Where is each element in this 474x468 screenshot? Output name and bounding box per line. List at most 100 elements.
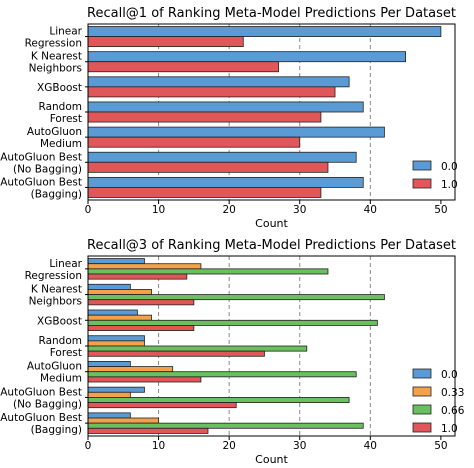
category-label: Random: [39, 335, 82, 347]
x-tick-label: 50: [434, 204, 447, 216]
legend-label: 0.33: [441, 387, 464, 399]
category-label: XGBoost: [37, 315, 82, 327]
legend-swatch: [412, 404, 432, 415]
legend-label: 0.0: [441, 369, 458, 381]
x-axis-label: Count: [255, 217, 288, 230]
bar-1_0-2: [87, 325, 195, 331]
legend-swatch: [412, 422, 432, 433]
x-axis-label: Count: [255, 453, 288, 466]
x-tick-label: 40: [364, 440, 377, 452]
category-label: AutoGluon Best: [0, 386, 82, 398]
category-label: (No Bagging): [13, 163, 82, 175]
bar-1_0-2: [87, 86, 336, 98]
x-tick-label: 30: [293, 204, 306, 216]
category-label: Medium: [40, 138, 82, 150]
legend-swatch: [412, 368, 432, 379]
bar-1_0-4: [87, 376, 202, 383]
category-label: K Nearest: [31, 284, 82, 296]
bar-0_66-5: [87, 397, 350, 403]
legend-swatch: [412, 178, 432, 189]
bar-0_0-2: [87, 76, 350, 88]
bar-0_0-5: [87, 151, 357, 163]
category-label: AutoGluon Best: [0, 176, 82, 188]
category-label: (Bagging): [31, 424, 82, 436]
axes-frame: [87, 23, 456, 201]
x-tick-label: 10: [152, 204, 165, 216]
category-label: Regression: [25, 270, 82, 282]
x-tick-label: 0: [85, 440, 92, 452]
bar-0_66-4: [87, 371, 357, 378]
bar-0_33-0: [87, 263, 202, 270]
legend-label: 0.66: [441, 405, 465, 417]
legend-label: 0.0: [441, 161, 458, 173]
bar-0_33-6: [87, 417, 159, 424]
bar-0_0-0: [87, 26, 442, 37]
category-label: Linear: [49, 26, 82, 38]
category-label: AutoGluon Best: [0, 151, 82, 163]
category-label: Regression: [25, 38, 82, 50]
category-label: AutoGluon: [27, 126, 82, 138]
category-label: Neighbors: [29, 63, 82, 75]
x-tick-label: 20: [222, 440, 235, 452]
category-label: Linear: [49, 258, 82, 270]
bar-1_0-1: [87, 61, 279, 73]
bar-0_66-3: [87, 345, 308, 352]
bar-0_0-0: [87, 258, 145, 265]
category-label: (Bagging): [31, 188, 82, 200]
legend-label: 1.0: [441, 179, 458, 191]
category-label: Neighbors: [29, 296, 82, 308]
chart-title: Recall@3 of Ranking Meta-Model Predictio…: [87, 238, 456, 253]
bar-0_0-5: [87, 386, 145, 393]
bar-1_0-6: [87, 187, 322, 198]
category-label: Medium: [40, 373, 82, 385]
category-label: XGBoost: [37, 82, 82, 94]
bar-1_0-5: [87, 161, 329, 173]
category-label: K Nearest: [31, 51, 82, 63]
bar-0_33-3: [87, 340, 145, 347]
x-tick-label: 30: [293, 440, 306, 452]
legend-swatch: [412, 160, 432, 171]
bar-0_0-6: [87, 176, 364, 188]
bar-1_0-3: [87, 350, 265, 357]
x-tick-label: 40: [364, 204, 377, 216]
bar-0_66-2: [87, 319, 378, 326]
bar-1_0-6: [87, 427, 209, 434]
bar-0_0-1: [87, 51, 406, 63]
axes-frame: [87, 255, 456, 437]
x-tick-label: 50: [434, 440, 447, 452]
bar-1_0-4: [87, 136, 301, 148]
legend-swatch: [412, 386, 432, 397]
x-tick-label: 0: [85, 204, 92, 216]
bar-1_0-0: [87, 36, 244, 48]
x-tick-label: 20: [222, 204, 235, 216]
bar-0_0-4: [87, 361, 131, 367]
recall-at-3-chart: Recall@3 of Ranking Meta-Model Predictio…: [0, 238, 464, 466]
category-label: AutoGluon: [27, 361, 82, 373]
category-label: Forest: [50, 347, 82, 359]
bar-0_33-5: [87, 391, 131, 398]
category-label: AutoGluon Best: [0, 412, 82, 424]
bar-0_0-3: [87, 335, 145, 342]
bar-1_0-5: [87, 402, 237, 409]
bar-0_0-4: [87, 126, 385, 138]
bar-0_66-6: [87, 422, 364, 429]
bar-0_0-1: [87, 283, 131, 290]
bar-0_33-1: [87, 289, 152, 295]
bar-0_0-6: [87, 412, 131, 419]
bar-0_66-0: [87, 268, 329, 275]
category-label: Forest: [50, 113, 82, 125]
category-label: Random: [39, 101, 82, 113]
legend-label: 1.0: [441, 423, 458, 435]
bar-0_66-1: [87, 294, 385, 301]
bar-0_0-3: [87, 101, 364, 113]
category-label: (No Bagging): [13, 398, 82, 410]
bar-1_0-3: [87, 111, 322, 123]
chart-title: Recall@1 of Ranking Meta-Model Predictio…: [87, 6, 456, 21]
bar-0_33-2: [87, 314, 152, 321]
bar-1_0-0: [87, 273, 188, 280]
recall-at-1-chart: Recall@1 of Ranking Meta-Model Predictio…: [0, 6, 457, 230]
bar-0_0-2: [87, 309, 138, 316]
bar-0_33-4: [87, 366, 174, 373]
x-tick-label: 10: [152, 440, 165, 452]
